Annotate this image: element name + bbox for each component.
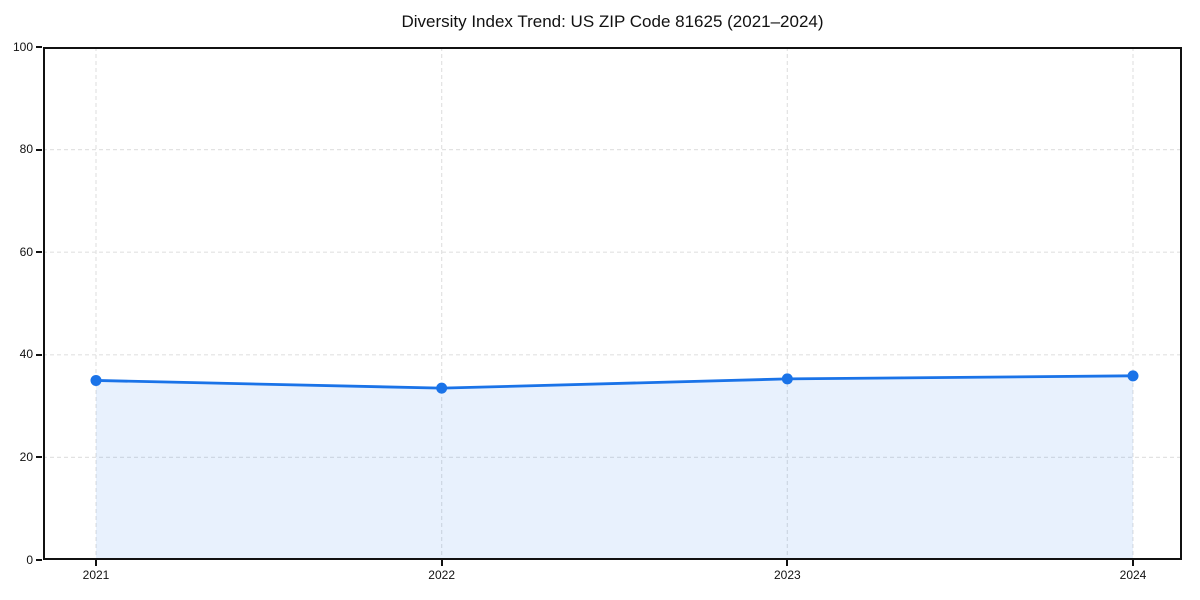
y-tick-mark xyxy=(36,353,42,356)
y-tick-label: 40 xyxy=(19,347,33,362)
plot-area xyxy=(43,47,1182,560)
y-tick-mark xyxy=(36,559,42,561)
x-tick-label: 2021 xyxy=(82,568,110,582)
y-tick-mark xyxy=(36,251,42,254)
trend-line xyxy=(94,374,1135,390)
y-tick-mark xyxy=(36,46,42,48)
y-tick-mark xyxy=(36,456,42,459)
x-tick-label: 2022 xyxy=(428,568,455,582)
y-tick-label: 60 xyxy=(19,244,33,259)
plot-spines xyxy=(43,47,1182,560)
x-tick-mark xyxy=(440,560,443,566)
x-tick-mark xyxy=(1132,560,1134,566)
chart-title: Diversity Index Trend: US ZIP Code 81625… xyxy=(401,12,824,31)
y-tick-label: 20 xyxy=(19,449,33,464)
data-point xyxy=(436,382,448,394)
y-tick-label: 80 xyxy=(19,142,33,157)
data-point xyxy=(1127,370,1139,382)
data-point xyxy=(90,374,102,386)
x-tick-mark xyxy=(95,560,97,566)
y-tick-mark xyxy=(36,148,42,151)
data-point xyxy=(781,373,793,385)
x-tick-mark xyxy=(786,560,789,566)
y-tick-label: 100 xyxy=(12,39,33,54)
x-tick-label: 2024 xyxy=(1119,568,1147,582)
area-fill xyxy=(96,375,1133,560)
x-tick-label: 2023 xyxy=(773,568,801,582)
y-tick-label: 0 xyxy=(26,552,33,567)
line-chart-svg xyxy=(43,47,1182,560)
